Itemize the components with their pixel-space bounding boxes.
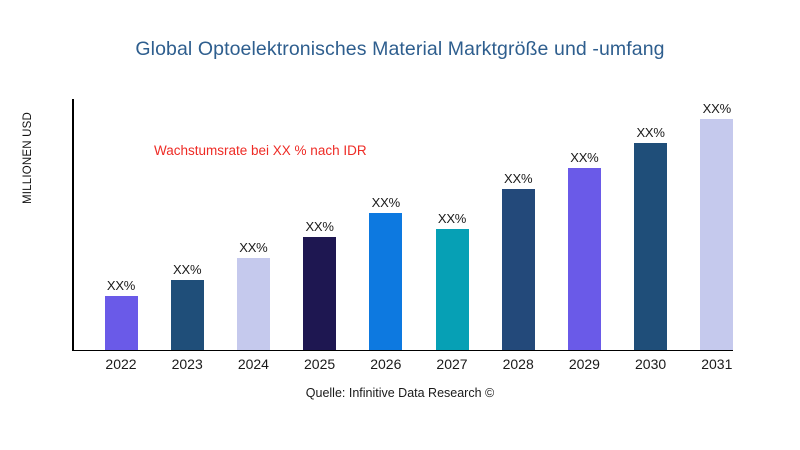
x-axis-tick-label: 2025 xyxy=(304,356,336,372)
bar-value-label: XX% xyxy=(239,240,268,255)
bar[interactable] xyxy=(170,280,204,350)
bar-group: XX% xyxy=(435,211,469,350)
bar-group: XX% xyxy=(170,262,204,350)
bar-value-label: XX% xyxy=(173,262,202,277)
x-axis-tick-label: 2027 xyxy=(436,356,468,372)
x-axis-tick-label: 2031 xyxy=(701,356,733,372)
bar[interactable] xyxy=(700,119,734,350)
y-axis-label: MILLIONEN USD xyxy=(22,111,34,205)
bar-group: XX% xyxy=(567,150,601,350)
bar[interactable] xyxy=(104,296,138,350)
bar-value-label: XX% xyxy=(570,150,599,165)
x-axis-tick-label: 2029 xyxy=(568,356,600,372)
y-axis-line xyxy=(72,99,74,351)
x-axis-tick-label: 2024 xyxy=(237,356,269,372)
x-axis-tick-label: 2026 xyxy=(370,356,402,372)
x-axis-tick-label: 2028 xyxy=(502,356,534,372)
bar-group: XX% xyxy=(303,219,337,350)
x-axis-line xyxy=(72,349,733,352)
bar-group: XX% xyxy=(236,240,270,350)
bar[interactable] xyxy=(236,258,270,350)
bar-value-label: XX% xyxy=(437,211,467,226)
bar[interactable] xyxy=(369,213,403,350)
bar-group: XX% xyxy=(369,195,403,350)
bar-group: XX% xyxy=(104,278,138,350)
bar-value-label: XX% xyxy=(106,278,136,293)
plot-area: XX% XX% XX% XX% XX% XX% XX% XX% XX% XX% xyxy=(72,99,734,350)
bar-value-label: XX% xyxy=(305,219,334,234)
x-axis-tick-label: 2022 xyxy=(105,356,137,372)
bar-value-label: XX% xyxy=(636,125,665,140)
bar-group: XX% xyxy=(634,125,668,350)
x-axis-tick-label: 2023 xyxy=(171,356,203,372)
bar[interactable] xyxy=(567,168,601,350)
bar-value-label: XX% xyxy=(371,195,401,210)
bar[interactable] xyxy=(634,143,668,350)
bar-group: XX% xyxy=(501,171,535,350)
bar[interactable] xyxy=(501,189,535,350)
growth-rate-annotation: Wachstumsrate bei XX % nach IDR xyxy=(154,143,367,158)
chart-title: Global Optoelektronisches Material Markt… xyxy=(135,38,665,60)
bar[interactable] xyxy=(303,237,337,350)
bar-group: XX% xyxy=(700,101,734,350)
bar[interactable] xyxy=(435,229,469,350)
x-axis-tick-label: 2030 xyxy=(635,356,667,372)
bar-value-label: XX% xyxy=(504,171,533,186)
bar-value-label: XX% xyxy=(702,101,732,116)
source-attribution: Quelle: Infinitive Data Research © xyxy=(305,386,495,400)
